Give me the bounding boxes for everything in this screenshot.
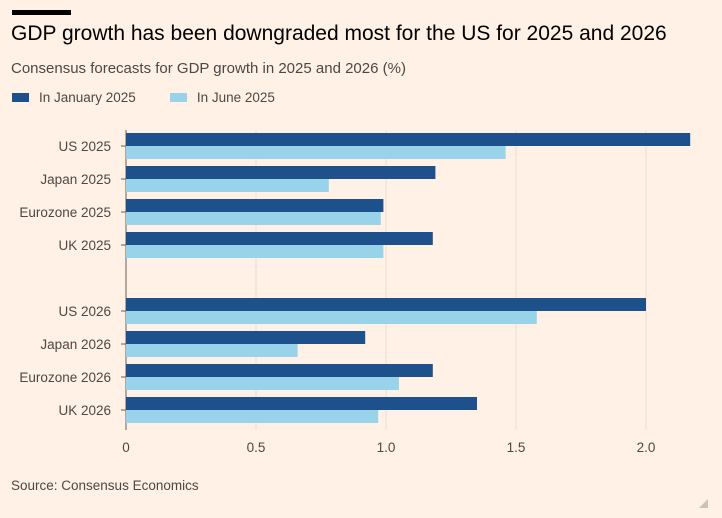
legend-item-january: In January 2025 — [12, 90, 136, 105]
legend-item-june: In June 2025 — [169, 90, 275, 105]
bar-june — [126, 179, 329, 192]
x-tick-label: 1.5 — [507, 440, 526, 455]
category-label: Eurozone 2026 — [19, 370, 111, 385]
brand-bar — [12, 10, 71, 15]
bar-january — [126, 133, 691, 146]
resize-handle-icon[interactable] — [699, 499, 708, 508]
bar-january — [126, 298, 646, 311]
x-tick-label: 2.0 — [637, 440, 656, 455]
legend-swatch-january — [12, 93, 29, 102]
category-label: Japan 2026 — [40, 337, 111, 352]
x-tick-label: 0 — [122, 440, 130, 455]
bar-january — [126, 331, 366, 344]
bar-june — [126, 377, 399, 390]
bar-june — [126, 245, 384, 258]
bar-january — [126, 166, 436, 179]
bar-june — [126, 410, 379, 423]
category-label: Eurozone 2025 — [19, 205, 111, 220]
bar-june — [126, 344, 298, 357]
legend: In January 2025 In June 2025 — [12, 90, 275, 105]
bar-january — [126, 232, 433, 245]
category-label: Japan 2025 — [40, 172, 111, 187]
legend-label-january: In January 2025 — [39, 90, 136, 105]
chart-subtitle: Consensus forecasts for GDP growth in 20… — [11, 60, 406, 77]
bar-june — [126, 212, 381, 225]
bar-june — [126, 311, 537, 324]
bar-january — [126, 364, 433, 377]
x-tick-label: 1.0 — [377, 440, 396, 455]
source-note: Source: Consensus Economics — [11, 478, 199, 493]
category-label: US 2025 — [58, 139, 111, 154]
bar-january — [126, 397, 477, 410]
bar-june — [126, 146, 506, 159]
bar-january — [126, 199, 384, 212]
x-tick-label: 0.5 — [247, 440, 266, 455]
category-label: UK 2025 — [58, 238, 111, 253]
category-label: UK 2026 — [58, 403, 111, 418]
chart-title: GDP growth has been downgraded most for … — [11, 22, 667, 45]
legend-swatch-june — [169, 93, 187, 102]
legend-label-june: In June 2025 — [196, 90, 275, 105]
category-label: US 2026 — [58, 304, 111, 319]
